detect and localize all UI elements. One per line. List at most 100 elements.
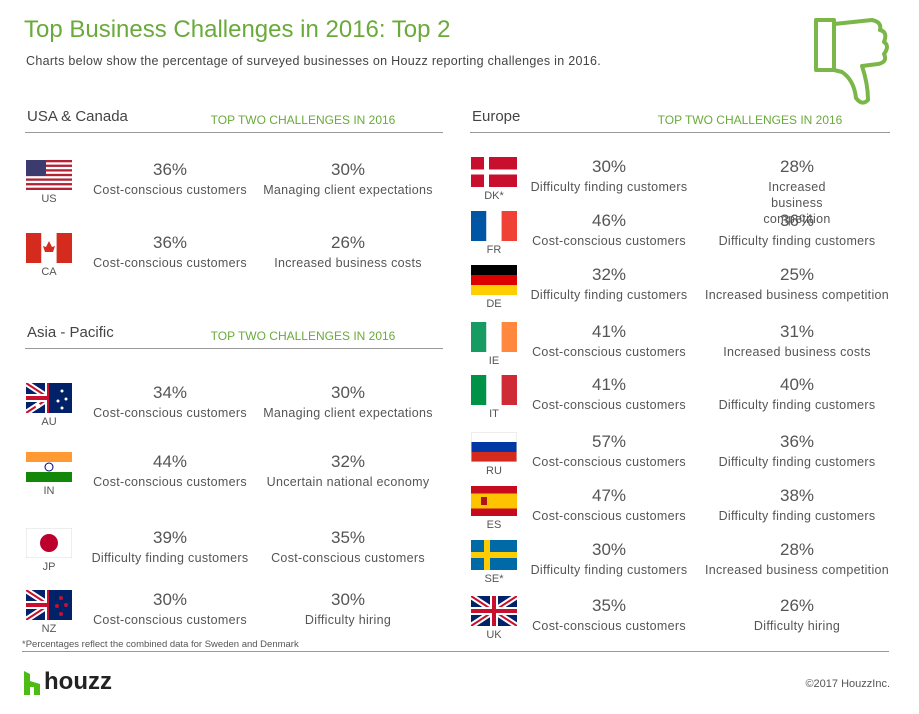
- country-code: IN: [43, 485, 55, 497]
- challenge-label: Increased business competition: [704, 563, 890, 577]
- challenge-label: Difficulty hiring: [753, 619, 841, 633]
- challenge-label: Cost-conscious customers: [532, 234, 686, 248]
- flag: [26, 590, 72, 620]
- flag: [26, 528, 72, 558]
- percentage: 25%: [779, 265, 815, 284]
- flag: [471, 322, 517, 352]
- country-code: IE: [488, 355, 500, 367]
- flag: [471, 375, 517, 405]
- challenge-label: Cost-conscious customers: [93, 406, 247, 420]
- challenge-label: Difficulty finding customers: [91, 551, 249, 565]
- challenge-label: Difficulty hiring: [304, 613, 392, 627]
- challenge-label: Increased business competition: [704, 288, 890, 302]
- percentage: 36%: [152, 160, 188, 179]
- challenge-label: Increased business competition: [763, 180, 831, 226]
- country-code: US: [41, 193, 57, 205]
- percentage: 39%: [152, 528, 188, 547]
- percentage: 26%: [330, 233, 366, 252]
- copyright: ©2017 HouzzInc.: [805, 678, 890, 690]
- percentage: 30%: [330, 383, 366, 402]
- country-code: NZ: [41, 623, 57, 635]
- percentage: 44%: [152, 452, 188, 471]
- section-rule: [470, 132, 890, 133]
- challenge-label: Increased business costs: [274, 256, 422, 270]
- section-name: Europe: [472, 108, 521, 125]
- percentage: 28%: [779, 540, 815, 559]
- flag: [26, 233, 72, 263]
- section-rule: [25, 132, 443, 133]
- country-code: IT: [489, 408, 499, 420]
- percentage: 41%: [591, 322, 627, 341]
- country-code: DK*: [484, 190, 504, 202]
- percentage: 32%: [330, 452, 366, 471]
- challenge-label: Difficulty finding customers: [718, 455, 876, 469]
- challenge-label: Difficulty finding customers: [718, 234, 876, 248]
- country-code: FR: [486, 244, 502, 256]
- flag: [471, 486, 517, 516]
- section-tag: TOP TWO CHALLENGES IN 2016: [210, 113, 396, 127]
- challenge-label: Cost-conscious customers: [93, 613, 247, 627]
- challenge-label: Cost-conscious customers: [532, 345, 686, 359]
- section-rule: [25, 348, 443, 349]
- country-code: JP: [42, 561, 56, 573]
- percentage: 35%: [330, 528, 366, 547]
- country-code: ES: [486, 519, 502, 531]
- title: Top Business Challenges in 2016: Top 2: [24, 16, 451, 43]
- section-name: Asia - Pacific: [27, 324, 114, 341]
- percentage: 36%: [779, 432, 815, 451]
- footnote: *Percentages reflect the combined data f…: [22, 639, 299, 650]
- footer-rule: [22, 651, 889, 652]
- flag: [26, 160, 72, 190]
- country-code: SE*: [484, 573, 504, 585]
- section-tag: TOP TWO CHALLENGES IN 2016: [657, 113, 843, 127]
- percentage: 32%: [591, 265, 627, 284]
- thumbs-down-icon: [814, 18, 889, 105]
- percentage: 30%: [591, 157, 627, 176]
- challenge-label: Difficulty finding customers: [530, 563, 688, 577]
- flag: [471, 596, 517, 626]
- country-code: CA: [41, 266, 57, 278]
- percentage: 46%: [591, 211, 627, 230]
- challenge-label: Increased business costs: [723, 345, 871, 359]
- percentage: 26%: [779, 596, 815, 615]
- percentage: 47%: [591, 486, 627, 505]
- percentage: 41%: [591, 375, 627, 394]
- flag: [471, 157, 517, 187]
- challenge-label: Cost-conscious customers: [532, 619, 686, 633]
- challenge-label: Difficulty finding customers: [718, 509, 876, 523]
- flag: [471, 211, 517, 241]
- country-code: UK: [486, 629, 502, 641]
- challenge-label: Managing client expectations: [263, 183, 433, 197]
- challenge-label: Difficulty finding customers: [718, 398, 876, 412]
- challenge-label: Uncertain national economy: [266, 475, 430, 489]
- percentage: 38%: [779, 486, 815, 505]
- subtitle: Charts below show the percentage of surv…: [26, 54, 602, 68]
- logo-text: houzz: [44, 668, 112, 695]
- percentage: 30%: [330, 160, 366, 179]
- challenge-label: Cost-conscious customers: [93, 256, 247, 270]
- challenge-label: Cost-conscious customers: [532, 398, 686, 412]
- challenge-label: Managing client expectations: [263, 406, 433, 420]
- percentage: 35%: [591, 596, 627, 615]
- percentage: 40%: [779, 375, 815, 394]
- flag: [471, 432, 517, 462]
- percentage: 28%: [779, 157, 815, 176]
- percentage: 36%: [779, 211, 815, 230]
- challenge-label: Difficulty finding customers: [530, 288, 688, 302]
- flag: [471, 265, 517, 295]
- percentage: 36%: [152, 233, 188, 252]
- challenge-label: Cost-conscious customers: [93, 183, 247, 197]
- percentage: 30%: [330, 590, 366, 609]
- percentage: 31%: [779, 322, 815, 341]
- percentage: 30%: [152, 590, 188, 609]
- section-tag: TOP TWO CHALLENGES IN 2016: [210, 329, 396, 343]
- country-code: DE: [486, 298, 502, 310]
- flag: [26, 383, 72, 413]
- flag: [471, 540, 517, 570]
- challenge-label: Cost-conscious customers: [93, 475, 247, 489]
- percentage: 57%: [591, 432, 627, 451]
- percentage: 30%: [591, 540, 627, 559]
- challenge-label: Cost-conscious customers: [271, 551, 425, 565]
- challenge-label: Cost-conscious customers: [532, 455, 686, 469]
